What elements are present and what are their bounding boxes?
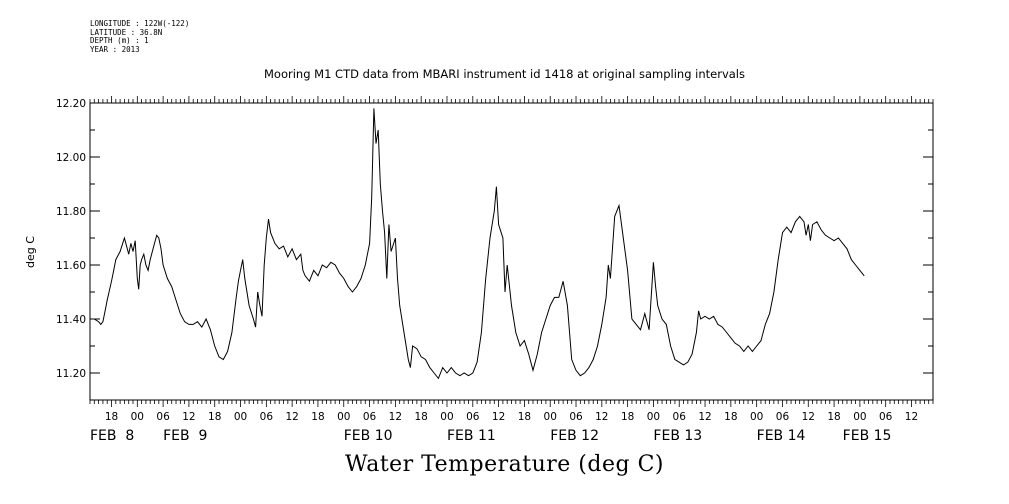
plot-frame xyxy=(89,102,934,401)
x-day-label: FEB 10 xyxy=(344,428,393,444)
x-hour-label: 12 xyxy=(182,411,195,423)
x-day-label: FEB 13 xyxy=(653,428,702,444)
depth-label: DEPTH (m) : 1 xyxy=(90,36,149,46)
x-axis: 18 00 06 12 18 00 06 12 18 00 06 12 18 00 06 12 18 00 06 12… xyxy=(89,96,934,444)
x-hour-label: 06 xyxy=(879,411,893,423)
x-hour-label: 18 xyxy=(518,411,531,423)
x-hour-label: 18 xyxy=(724,411,737,423)
y-tick-label: 11.20 xyxy=(56,368,86,380)
x-hour-label: 00 xyxy=(337,411,350,423)
x-hour-label: 06 xyxy=(363,411,377,423)
y-tick-label: 11.60 xyxy=(56,260,86,272)
x-day-label: FEB 8 xyxy=(90,428,134,444)
x-hour-label: 00 xyxy=(853,411,866,423)
x-hour-label: 06 xyxy=(260,411,274,423)
x-hour-label: 06 xyxy=(673,411,687,423)
x-hour-label: 12 xyxy=(285,411,298,423)
y-axis-label: deg C xyxy=(24,236,37,268)
y-tick-label: 11.40 xyxy=(56,314,86,326)
x-day-label: FEB 15 xyxy=(843,428,892,444)
x-hour-label: 06 xyxy=(466,411,480,423)
x-hour-label: 18 xyxy=(621,411,634,423)
x-hour-label: 00 xyxy=(131,411,144,423)
y-tick-label: 12.00 xyxy=(56,152,86,164)
x-hour-label: 12 xyxy=(492,411,505,423)
longitude-label: LONGITUDE : 122W(-122) xyxy=(90,19,190,28)
x-hour-label: 12 xyxy=(389,411,402,423)
y-tick-label: 11.80 xyxy=(56,206,86,218)
y-tick-label: 12.20 xyxy=(56,98,86,110)
x-hour-label: 18 xyxy=(414,411,427,423)
temperature-series-line xyxy=(90,108,865,380)
x-day-label: FEB 14 xyxy=(757,428,806,444)
x-hour-label: 06 xyxy=(569,411,583,423)
year-label: YEAR : 2013 xyxy=(90,44,140,54)
x-day-label: FEB 12 xyxy=(550,428,599,444)
x-hour-label: 00 xyxy=(544,411,557,423)
x-hour-label: 18 xyxy=(105,411,118,423)
latitude-label: LATITUDE : 36.8N xyxy=(90,27,163,37)
x-hour-label: 00 xyxy=(647,411,660,423)
x-hour-label: 00 xyxy=(440,411,453,423)
x-day-label: FEB 11 xyxy=(447,428,496,444)
x-hour-label: 18 xyxy=(208,411,221,423)
y-axis: 11.20 11.40 11.60 11.80 12.00 12.20 xyxy=(56,98,933,401)
x-hour-label: 06 xyxy=(776,411,790,423)
x-hour-label: 12 xyxy=(698,411,711,423)
x-hour-label: 12 xyxy=(595,411,608,423)
x-hour-label: 12 xyxy=(905,411,918,423)
x-hour-label: 00 xyxy=(234,411,247,423)
x-hour-label: 18 xyxy=(827,411,840,423)
x-hour-label: 18 xyxy=(311,411,324,423)
x-axis-title: Water Temperature (deg C) xyxy=(345,452,664,477)
chart-title: Mooring M1 CTD data from MBARI instrumen… xyxy=(264,67,745,81)
x-day-label: FEB 9 xyxy=(163,428,207,444)
x-hour-label: 12 xyxy=(802,411,815,423)
x-hour-label: 00 xyxy=(750,411,763,423)
x-hour-label: 06 xyxy=(156,411,170,423)
metadata-block: LONGITUDE : 122W(-122) LATITUDE : 36.8N … xyxy=(90,19,190,54)
